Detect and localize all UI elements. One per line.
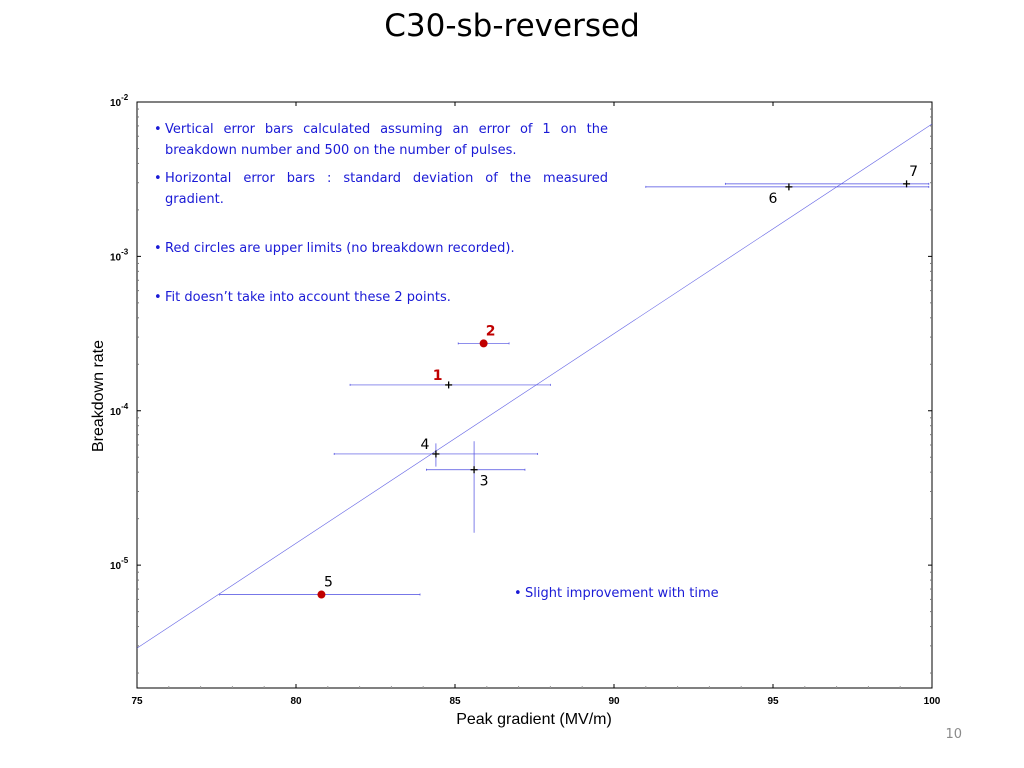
point-labels: 1 2 3 4 5 6 7	[324, 164, 918, 591]
y-tick-exponent: -4	[121, 402, 129, 411]
note-red-circles: • Red circles are upper limits (no breakd…	[154, 241, 515, 256]
y-tick-label: 10-3	[110, 247, 129, 263]
upper-limit-marker-2	[479, 339, 488, 348]
x-tick-label: 90	[608, 696, 620, 707]
y-tick-label: 10-4	[110, 402, 129, 418]
note-vertical-error-bars: • Vertical error bars calculated assuming…	[154, 122, 608, 158]
x-tick-label: 95	[767, 696, 779, 707]
minor-ticks	[137, 108, 932, 688]
point-label-1: 1	[433, 368, 443, 384]
y-tick-exponent: -3	[121, 247, 129, 256]
note-fit-text: Fit doesn’t take into account these 2 po…	[165, 290, 451, 305]
note-red-circles-text: Red circles are upper limits (no breakdo…	[165, 241, 515, 256]
x-tick-label: 75	[131, 696, 143, 707]
y-tick-exponent: -2	[121, 93, 129, 102]
y-tick-label: 10-5	[110, 556, 129, 572]
note-horizontal-error-bars-text: Horizontal error bars : standard deviati…	[165, 171, 608, 207]
slide-title: C30-sb-reversed	[384, 8, 640, 44]
y-axis-label: Breakdown rate	[90, 340, 107, 452]
note-improvement-text: Slight improvement with time	[525, 586, 719, 601]
upper-limit-marker-5	[317, 590, 326, 599]
x-tick-label: 100	[924, 696, 941, 707]
y-tick-exponent: -5	[121, 556, 129, 565]
note-horizontal-error-bars: • Horizontal error bars : standard deviat…	[154, 171, 608, 207]
y-tick-label: 10-2	[110, 93, 129, 109]
plot-frame	[136, 101, 933, 689]
slide-number: 10	[945, 727, 962, 742]
x-tick-label: 85	[449, 696, 461, 707]
point-label-3: 3	[480, 474, 489, 490]
fit-line	[136, 123, 933, 649]
x-axis-label: Peak gradient (MV/m)	[456, 711, 612, 728]
data-markers	[317, 180, 911, 599]
point-label-5: 5	[324, 575, 333, 591]
note-fit: • Fit doesn’t take into account these 2 p…	[154, 290, 451, 305]
point-label-6: 6	[768, 191, 777, 207]
axes-frame	[136, 101, 933, 689]
point-label-4: 4	[420, 437, 429, 453]
x-tick-label: 80	[290, 696, 302, 707]
note-vertical-error-bars-text: Vertical error bars calculated assuming …	[165, 122, 608, 158]
point-label-2: 2	[486, 323, 496, 339]
fit-line-group	[136, 123, 933, 649]
point-label-7: 7	[909, 164, 918, 180]
note-improvement: • Slight improvement with time	[514, 586, 719, 601]
